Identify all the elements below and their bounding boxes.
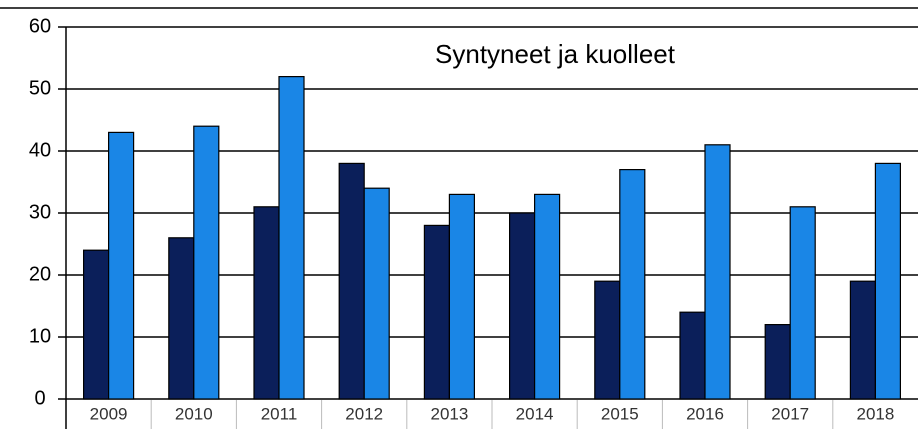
bar <box>764 324 791 400</box>
bar <box>253 206 280 400</box>
y-tick-label: 60 <box>29 15 51 37</box>
bar <box>619 169 646 400</box>
bar <box>679 311 706 400</box>
chart-title: Syntyneet ja kuolleet <box>435 39 676 69</box>
bar <box>594 280 621 400</box>
x-tick-label: 2013 <box>430 404 468 423</box>
bar <box>107 131 135 400</box>
x-tick-label: 2015 <box>601 404 639 423</box>
bar <box>704 144 731 400</box>
bar <box>193 125 220 400</box>
bar <box>338 162 365 400</box>
y-tick-label: 50 <box>29 77 51 99</box>
y-tick-label: 0 <box>34 387 45 409</box>
y-tick-label: 20 <box>29 263 51 285</box>
bar <box>82 249 110 400</box>
bar <box>789 206 816 400</box>
bar <box>533 193 561 400</box>
x-tick-label: 2016 <box>686 404 724 423</box>
bar <box>168 237 195 400</box>
y-tick-label: 30 <box>29 201 51 223</box>
bar <box>423 224 450 400</box>
x-tick-label: 2010 <box>175 404 213 423</box>
bar <box>278 75 305 400</box>
x-tick-label: 2018 <box>856 404 894 423</box>
y-tick-label: 40 <box>29 139 51 161</box>
x-tick-label: 2014 <box>516 404 554 423</box>
y-tick-label: 10 <box>29 325 51 347</box>
x-tick-label: 2012 <box>345 404 383 423</box>
bar <box>849 280 877 400</box>
bar <box>448 193 475 400</box>
bar <box>363 187 390 400</box>
x-tick-label: 2011 <box>261 404 298 423</box>
bar <box>874 162 902 400</box>
x-tick-label: 2017 <box>771 404 809 423</box>
x-tick-label: 2009 <box>90 404 128 423</box>
bar <box>509 212 536 400</box>
